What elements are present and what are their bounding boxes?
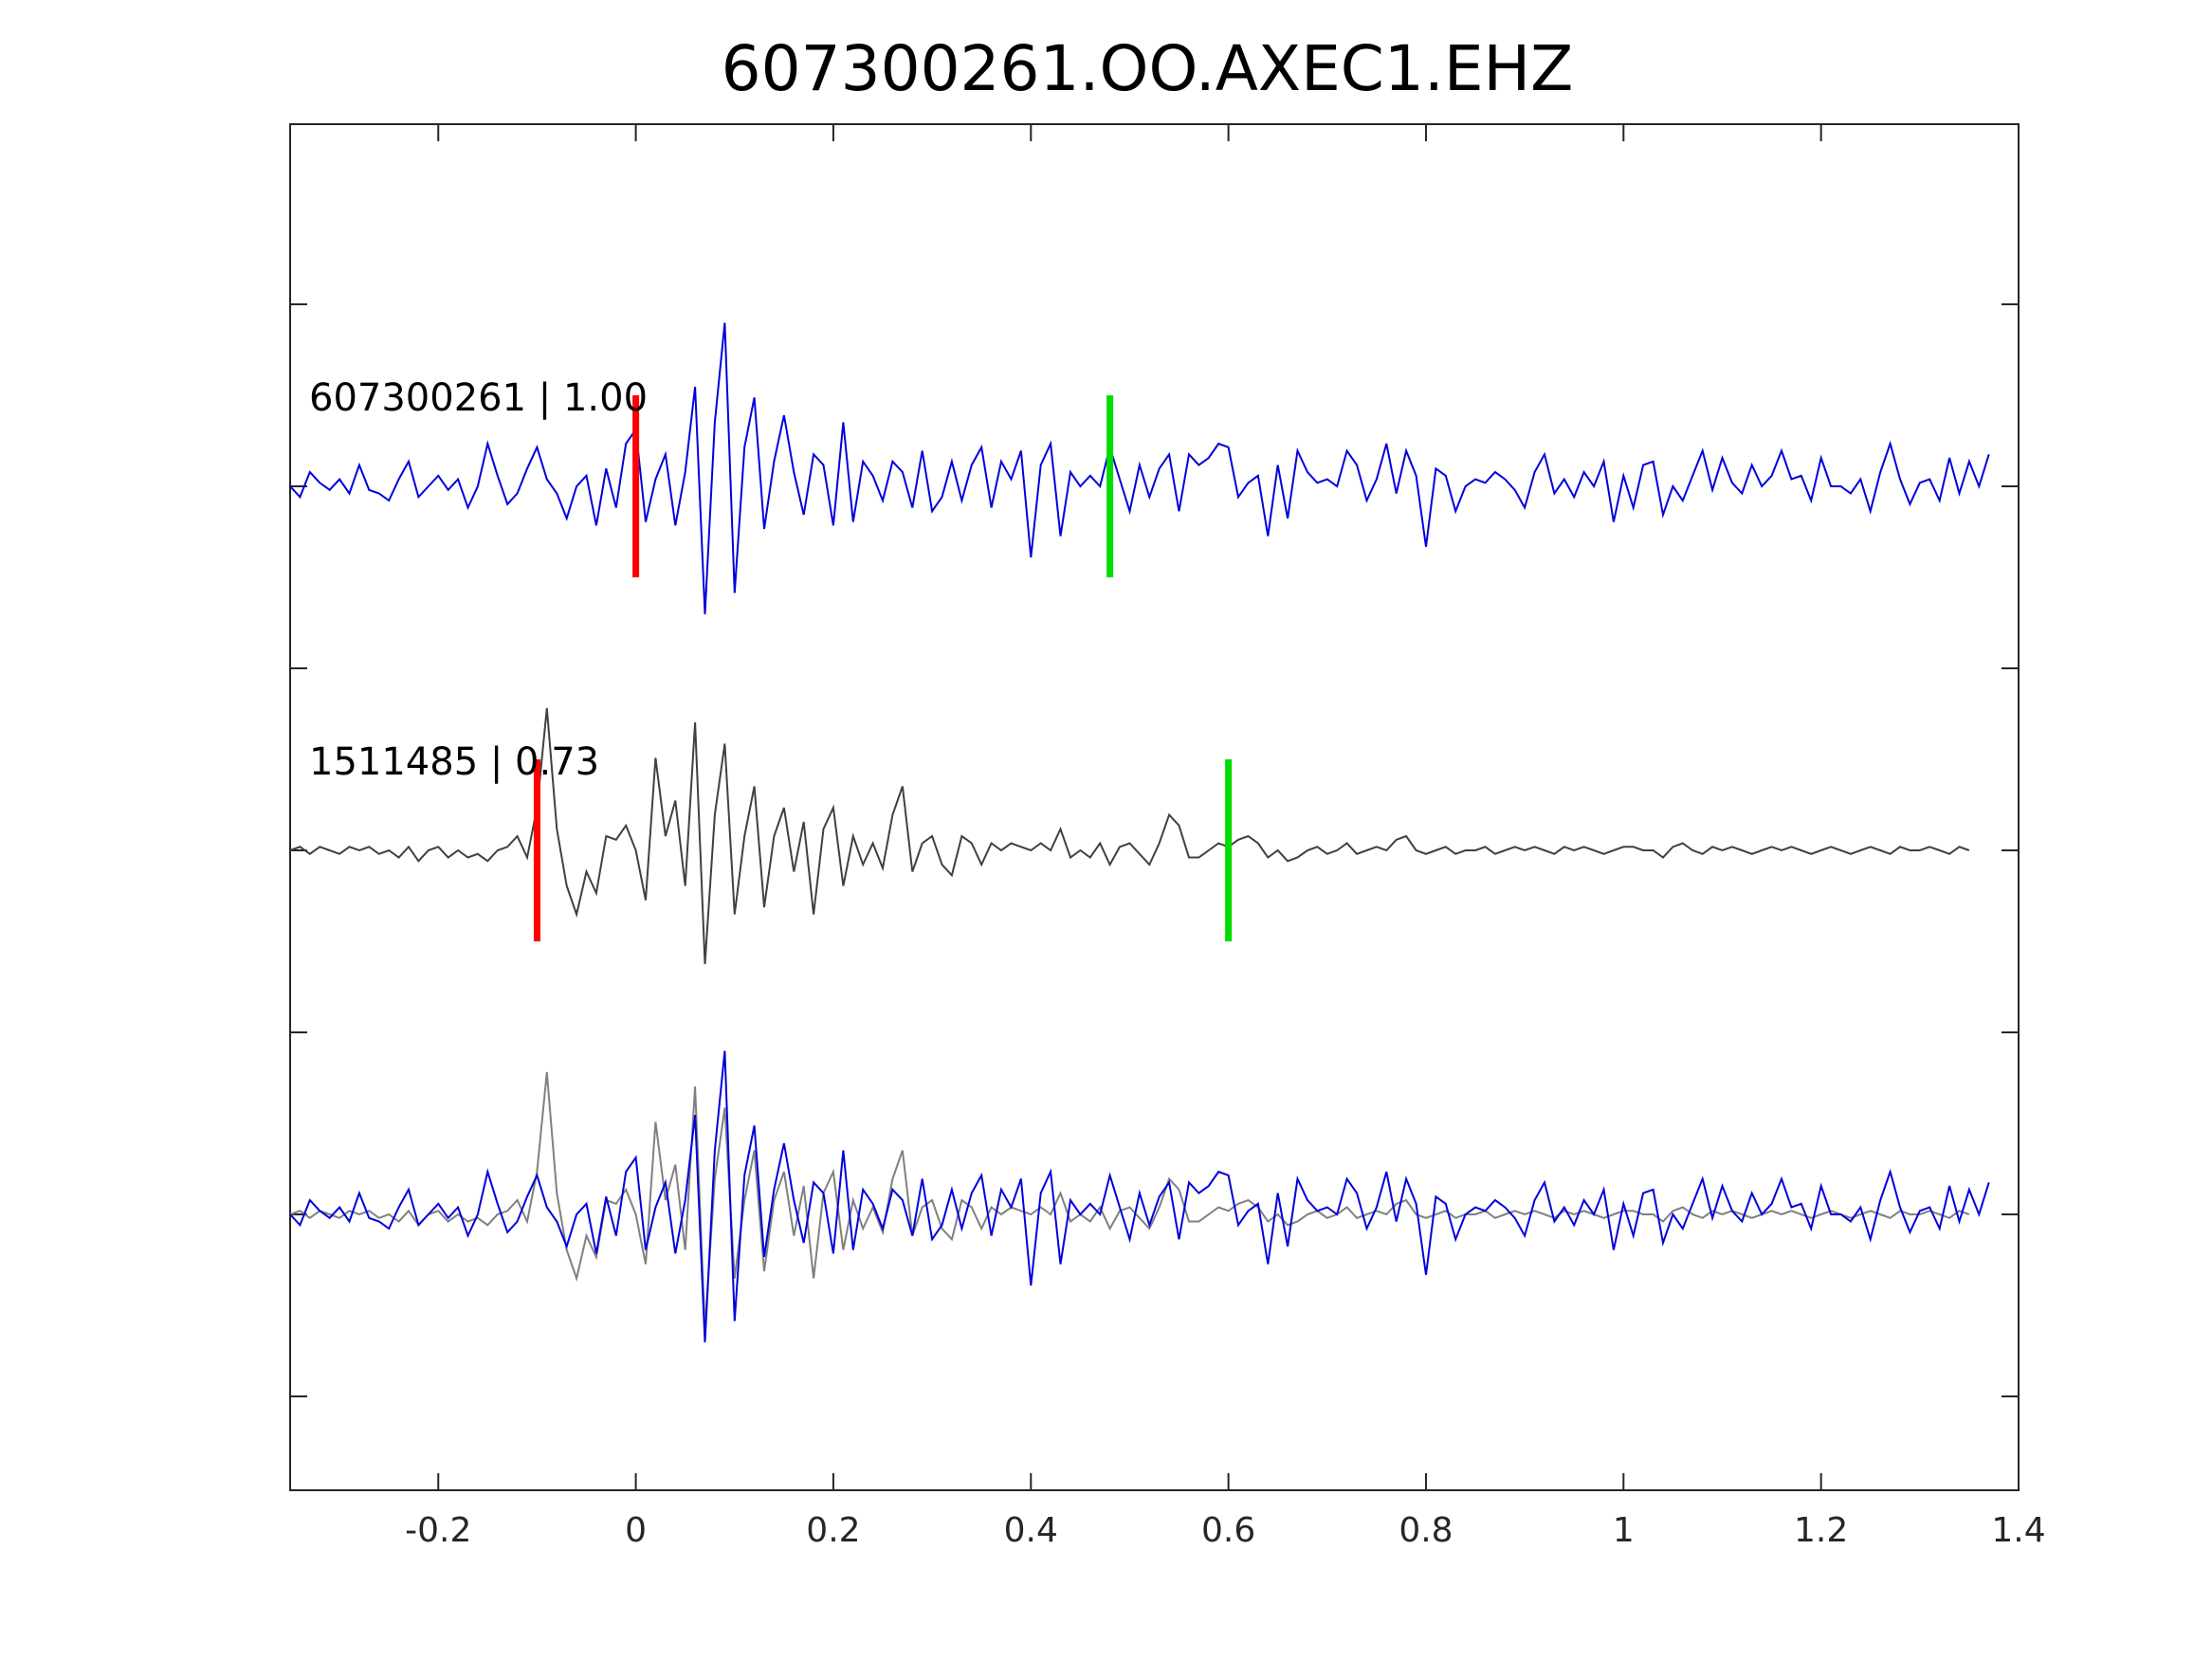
trace-line-2 [289,707,1970,965]
overlay-main-line [289,1050,1990,1343]
x-tick-label: -0.2 [405,1511,471,1550]
x-tick-label: 1 [1613,1511,1635,1550]
x-tick-label: 1.2 [1794,1511,1848,1550]
trace-line-1 [289,322,1990,615]
plot-frame [289,123,2020,1491]
x-tick-label: 1.4 [1991,1511,2045,1550]
phase-picks [533,395,1233,941]
trace-label-2: 1511485 | 0.73 [309,740,599,784]
x-tick-label: 0.2 [806,1511,860,1550]
chart-title: 607300261.OO.AXEC1.EHZ [722,32,1574,105]
x-tick-labels: -0.2 0 0.2 0.4 0.6 0.8 1 1.2 1.4 [405,1511,2046,1550]
x-tick-label: 0.6 [1201,1511,1255,1550]
x-tick-label: 0 [625,1511,647,1550]
x-tick-label: 0.8 [1398,1511,1453,1550]
x-tick-label: 0.4 [1004,1511,1058,1550]
traces [289,322,1990,1343]
y-ticks [290,303,2019,1397]
trace-label-1: 607300261 | 1.00 [309,376,648,420]
trace-labels: 607300261 | 1.00 1511485 | 0.73 [309,376,648,784]
x-ticks [437,124,2020,1490]
